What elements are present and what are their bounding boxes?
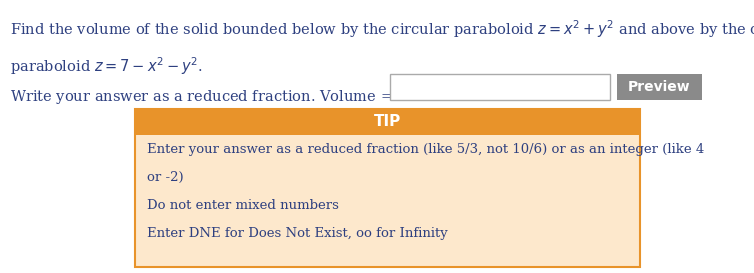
Text: Preview: Preview [628,80,691,94]
Text: Write your answer as a reduced fraction. Volume = $\pi$: Write your answer as a reduced fraction.… [10,88,408,106]
Text: or -2): or -2) [147,171,184,184]
Text: Enter your answer as a reduced fraction (like 5/3, not 10/6) or as an integer (l: Enter your answer as a reduced fraction … [147,143,704,156]
FancyBboxPatch shape [135,109,640,135]
FancyBboxPatch shape [135,109,640,267]
Text: TIP: TIP [374,114,401,129]
Text: Find the volume of the solid bounded below by the circular paraboloid $z = x^2 +: Find the volume of the solid bounded bel… [10,18,754,40]
Text: paraboloid $z = 7 - x^2 - y^2$.: paraboloid $z = 7 - x^2 - y^2$. [10,55,203,77]
Text: Do not enter mixed numbers: Do not enter mixed numbers [147,199,339,212]
Text: Enter DNE for Does Not Exist, oo for Infinity: Enter DNE for Does Not Exist, oo for Inf… [147,227,448,240]
FancyBboxPatch shape [617,74,702,100]
FancyBboxPatch shape [390,74,610,100]
